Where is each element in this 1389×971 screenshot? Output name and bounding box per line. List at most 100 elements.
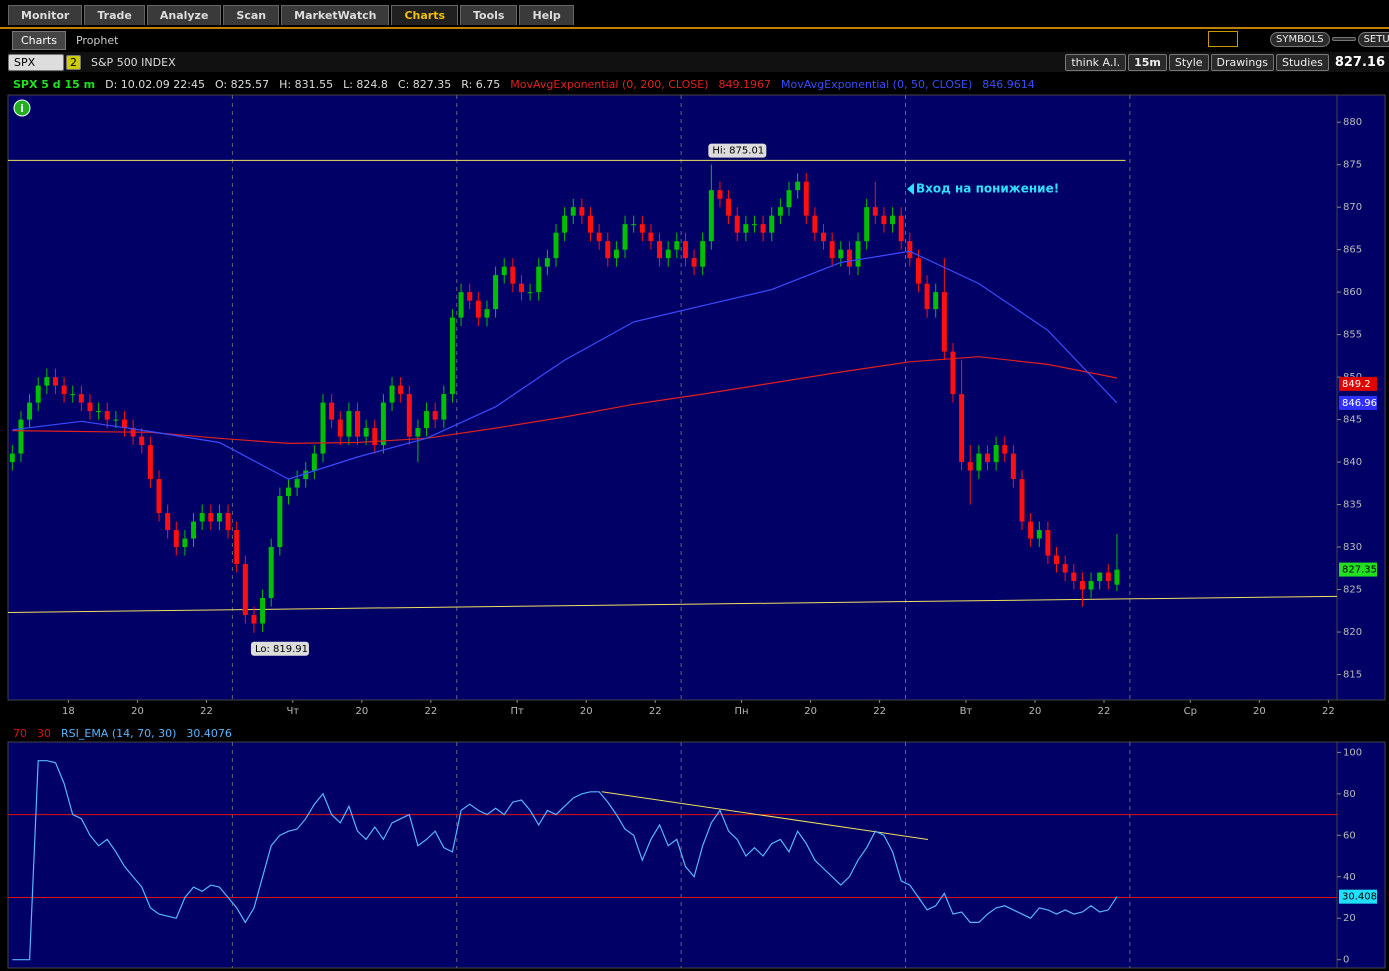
candle-body [277,496,283,548]
candle-body [78,394,84,403]
candle-body [1028,521,1034,539]
symbol-description: S&P 500 INDEX [91,55,176,69]
y-tick-label: 860 [1343,287,1362,298]
symbols-button[interactable]: SYMBOLS [1270,31,1330,47]
y-tick-label: 875 [1343,160,1362,171]
x-tick-label: 20 [580,706,593,717]
candle-body [838,249,844,259]
y-tick-label: 855 [1343,330,1362,341]
studies-button[interactable]: Studies [1276,53,1329,71]
tab[interactable]: Scan [223,5,280,25]
level-value: 30 [34,727,54,740]
candle-body [35,385,41,403]
candle-body [294,479,300,488]
candle-body [372,428,378,446]
candle-body [777,207,783,216]
candle-body [337,419,343,437]
tab[interactable]: MarketWatch [281,5,390,25]
bar-low: L: 824.8 [340,78,391,91]
candle-body [242,564,248,616]
rsi-axis [1336,741,1386,969]
bar-high: H: 831.55 [276,78,337,91]
y-tick-label: 100 [1343,747,1362,758]
link-button[interactable]: 2 [66,54,81,70]
tab[interactable]: Charts [391,5,458,25]
candle-body [87,402,93,412]
candle-body [346,411,352,437]
tab[interactable]: Monitor [8,5,83,25]
candle-body [846,249,852,267]
candle-body [398,385,404,395]
candle-body [562,215,568,233]
candle-body [682,241,688,259]
annotation: Вход на понижение! [916,182,1059,196]
y-tick-label: 80 [1343,789,1356,800]
candle-body [570,207,576,216]
rsi-plot [7,741,1338,969]
info-icon-glyph: i [20,102,24,115]
x-tick-label: 22 [1322,706,1335,717]
candle-body [769,215,775,233]
candle-body [622,224,628,250]
candle-body [1071,572,1077,582]
trend-line [601,791,929,840]
series-last: 849.1967 [715,78,775,91]
style-button[interactable]: Style [1168,53,1209,71]
candle-body [1002,445,1008,454]
candle-body [234,530,240,565]
tab[interactable]: Help [519,5,574,25]
candle-body [311,453,317,471]
candle-body [139,436,145,446]
candle-body [639,224,645,233]
candle-body [1010,453,1016,480]
candle-body [657,241,663,259]
candle-body [596,232,602,242]
bar-close: C: 827.35 [394,78,455,91]
info-icon[interactable] [13,99,31,117]
drawings-button[interactable]: Drawings [1210,53,1275,71]
candle-body [588,215,594,233]
y-tick-label: 835 [1343,500,1362,511]
candle-body [907,241,913,259]
think-ai-button[interactable]: think A.I. [1065,53,1127,71]
x-tick-label: 22 [424,706,437,717]
candle-body [268,547,274,599]
series-last: 846.9614 [979,78,1038,91]
candle-body [864,207,870,242]
x-tick-label: 22 [1098,706,1111,717]
tab[interactable]: Trade [84,5,145,25]
candle-body [821,232,827,242]
candle-body [432,411,438,420]
candle-body [751,224,757,226]
tab[interactable]: Tools [460,5,518,25]
x-tick-label: 20 [355,706,368,717]
candle-body [726,198,732,216]
y-tick-label: 0 [1343,955,1349,966]
aggregation-button[interactable]: 15m [1128,53,1167,71]
series-line [12,356,1118,445]
candle-body [1097,572,1103,582]
x-tick-label: 22 [649,706,662,717]
price-badge-text: 846.96 [1342,398,1377,409]
candle-body [665,249,671,259]
sub-tab[interactable]: Prophet [75,34,119,47]
extreme-label: Hi: 875.01 [708,143,767,158]
x-tick-label: 20 [804,706,817,717]
candle-body [855,241,861,267]
tab[interactable]: Analyze [146,5,222,25]
sub-tab[interactable]: Charts [12,31,66,50]
candle-body [941,292,947,352]
symbol-input[interactable]: SPX [8,53,64,71]
candle-body [303,470,309,480]
candle-body [389,385,395,403]
candle-body [881,215,887,225]
series-name: MovAvgExponential (0, 50, CLOSE) [778,78,976,91]
setup-button[interactable]: SETUP [1357,31,1389,47]
candle-body [976,453,982,471]
candle-body [708,190,714,242]
candle-body [285,487,291,497]
series-line [12,760,1118,961]
print-button[interactable] [1331,37,1356,41]
y-tick-label: 60 [1343,830,1356,841]
